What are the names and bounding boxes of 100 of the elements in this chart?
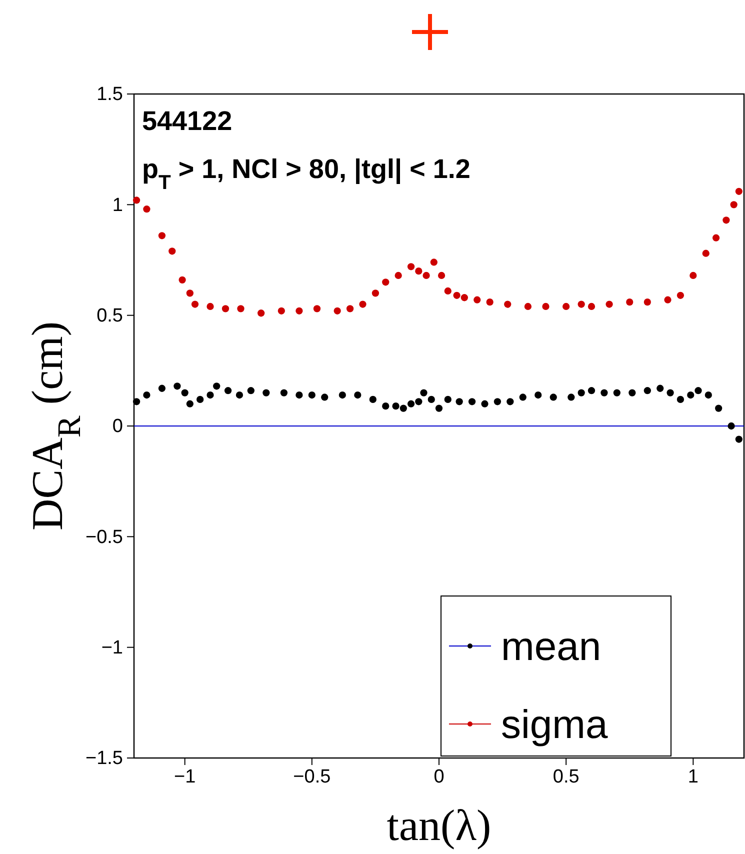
point <box>174 382 181 390</box>
y-tick-label: 0.5 <box>96 305 123 326</box>
point <box>430 258 438 266</box>
point <box>628 389 636 396</box>
point <box>178 276 186 284</box>
point <box>186 400 194 408</box>
point <box>728 422 735 430</box>
x-tick-label: 0 <box>434 766 444 788</box>
point <box>422 272 430 280</box>
point <box>486 298 494 306</box>
point <box>158 232 166 240</box>
point <box>143 206 150 213</box>
point <box>191 300 199 308</box>
point <box>372 290 380 297</box>
point <box>644 298 651 306</box>
point <box>394 272 402 280</box>
point <box>676 292 684 299</box>
point <box>420 389 428 396</box>
point <box>206 391 214 399</box>
point <box>588 302 596 310</box>
point <box>158 384 166 392</box>
point <box>730 201 738 208</box>
point <box>690 272 697 280</box>
point <box>578 300 585 308</box>
x-tick-label: 1 <box>688 766 698 788</box>
point <box>206 302 214 310</box>
point <box>308 391 316 399</box>
point <box>626 298 634 306</box>
point <box>506 398 514 406</box>
point <box>132 398 140 406</box>
point <box>468 398 476 406</box>
point <box>382 278 390 286</box>
point <box>407 400 415 408</box>
point <box>262 389 270 396</box>
point <box>664 296 672 304</box>
point <box>494 398 502 406</box>
point <box>258 310 265 317</box>
point <box>247 387 254 394</box>
point <box>568 394 575 401</box>
annotation: 544122 <box>142 106 232 136</box>
point <box>280 389 288 396</box>
point <box>438 272 446 280</box>
x-tick-label: −0.5 <box>293 766 331 788</box>
point <box>550 394 557 401</box>
point <box>435 404 443 412</box>
point <box>735 436 742 443</box>
point <box>704 391 712 399</box>
point <box>534 391 542 399</box>
y-tick-label: −1.5 <box>85 748 123 770</box>
point <box>444 287 452 295</box>
point <box>407 263 415 270</box>
point <box>606 300 613 308</box>
point <box>666 389 674 396</box>
point <box>562 302 570 310</box>
point <box>453 292 460 299</box>
y-tick-label: 0 <box>112 416 123 438</box>
x-tick-label: −1 <box>174 766 196 788</box>
point <box>359 300 366 308</box>
point <box>712 234 720 242</box>
y-tick-label: −0.5 <box>85 526 123 548</box>
point <box>237 305 244 312</box>
point <box>694 387 702 394</box>
point <box>715 404 722 412</box>
annotation: p$_{T}$ > 1, NCl > 80, |tgl| < 1.2 <box>142 154 470 194</box>
point <box>456 398 463 406</box>
point <box>354 391 362 399</box>
point <box>474 296 481 304</box>
point <box>181 389 188 396</box>
point <box>296 307 303 314</box>
point <box>346 305 354 312</box>
y-tick-label: 1.5 <box>96 84 123 106</box>
point <box>296 391 303 399</box>
point <box>519 394 526 401</box>
point <box>687 391 694 399</box>
point <box>578 389 585 396</box>
point <box>588 387 596 394</box>
point <box>278 307 285 314</box>
point <box>224 387 232 394</box>
x-tick-label: 0.5 <box>552 766 580 788</box>
y-tick-label: −1 <box>101 637 123 658</box>
legend-label: sigma <box>501 703 608 747</box>
point <box>735 188 742 195</box>
point <box>382 402 390 410</box>
point <box>313 305 321 312</box>
point <box>334 307 341 314</box>
point <box>369 396 376 403</box>
point <box>460 294 468 302</box>
point <box>504 300 512 308</box>
point <box>321 394 328 401</box>
legend-label: mean <box>501 625 602 669</box>
point <box>444 396 452 403</box>
point <box>676 396 684 403</box>
point <box>722 216 730 224</box>
point <box>222 305 230 312</box>
point <box>338 391 346 399</box>
x-axis-title: tan(λ) <box>386 801 492 850</box>
point <box>168 248 176 255</box>
y-tick-label: 1 <box>112 194 123 216</box>
point <box>415 398 422 406</box>
point <box>132 196 140 204</box>
